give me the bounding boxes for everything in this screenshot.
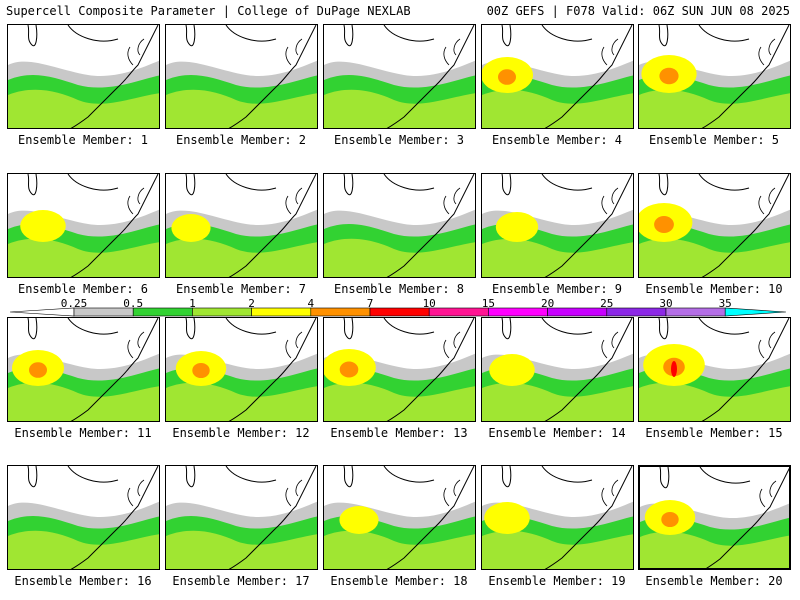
scp-field-plot — [166, 174, 317, 277]
ensemble-member-label: Ensemble Member: 10 — [645, 282, 783, 296]
colorbar-segment — [488, 307, 548, 317]
colorbar-segment — [369, 307, 430, 317]
ensemble-member-map[interactable] — [323, 465, 476, 570]
colorbar-segment — [310, 307, 371, 317]
ensemble-member-label: Ensemble Member: 6 — [17, 282, 149, 296]
ensemble-member-label: Ensemble Member: 2 — [175, 133, 307, 147]
ensemble-member-map[interactable] — [165, 465, 318, 570]
ensemble-member-map[interactable] — [165, 24, 318, 129]
scp-field-plot — [8, 318, 159, 421]
ensemble-member-label: Ensemble Member: 3 — [333, 133, 465, 147]
ensemble-member-map[interactable] — [323, 173, 476, 278]
scp-field-plot — [166, 466, 317, 569]
colorbar-tick-label: 2 — [248, 297, 255, 310]
ensemble-member-label: Ensemble Member: 13 — [330, 426, 468, 440]
ensemble-member-map[interactable] — [165, 317, 318, 422]
scp-field-plot — [482, 466, 633, 569]
colorbar-tick-label: 35 — [718, 297, 732, 310]
ensemble-member-label: Ensemble Member: 15 — [645, 426, 783, 440]
ensemble-member-map[interactable] — [481, 317, 634, 422]
ensemble-member-label: Ensemble Member: 9 — [491, 282, 623, 296]
ensemble-member-map[interactable] — [481, 465, 634, 570]
ensemble-member-map[interactable] — [7, 465, 160, 570]
ensemble-member-label: Ensemble Member: 5 — [648, 133, 780, 147]
colorbar-tick-label: 1 — [189, 297, 196, 310]
colorbar-tick-label: 10 — [422, 297, 436, 310]
colorbar-tick-label: 4 — [307, 297, 315, 310]
scp-field-plot — [482, 318, 633, 421]
model-run-info: 00Z GEFS | F078 Valid: 06Z SUN JUN 08 20… — [486, 4, 790, 18]
ensemble-member-label: Ensemble Member: 14 — [488, 426, 626, 440]
colorbar-tick-label: 0.25 — [60, 297, 88, 310]
scp-field-plot — [639, 174, 790, 277]
colorbar-tick-label: 7 — [366, 297, 374, 310]
scp-field-plot — [324, 25, 475, 128]
ensemble-member-label: Ensemble Member: 18 — [330, 574, 468, 588]
ensemble-member-map[interactable] — [323, 24, 476, 129]
ensemble-member-label: Ensemble Member: 12 — [172, 426, 310, 440]
scp-field-plot — [639, 25, 790, 128]
color-scale-bar — [9, 307, 787, 317]
scp-field-plot — [639, 318, 790, 421]
ensemble-member-map[interactable] — [638, 465, 791, 570]
scp-field-plot — [482, 25, 633, 128]
ensemble-member-map[interactable] — [323, 317, 476, 422]
ensemble-member-map[interactable] — [481, 173, 634, 278]
scp-field-plot — [8, 25, 159, 128]
colorbar-segment — [606, 307, 667, 317]
colorbar-segment — [251, 307, 312, 317]
colorbar-segment — [547, 307, 608, 317]
colorbar-tick-label: 15 — [481, 297, 496, 310]
colorbar-segment — [192, 307, 252, 317]
ensemble-member-map[interactable] — [638, 317, 791, 422]
ensemble-member-label: Ensemble Member: 20 — [645, 574, 783, 588]
colorbar-tick-label: 25 — [600, 297, 614, 310]
scp-field-plot — [482, 174, 633, 277]
scp-field-plot — [640, 467, 789, 568]
ensemble-member-map[interactable] — [7, 173, 160, 278]
ensemble-member-label: Ensemble Member: 7 — [175, 282, 307, 296]
ensemble-member-map[interactable] — [638, 24, 791, 129]
ensemble-member-label: Ensemble Member: 8 — [333, 282, 465, 296]
scp-field-plot — [8, 174, 159, 277]
ensemble-member-map[interactable] — [7, 317, 160, 422]
colorbar-tick-label: 30 — [659, 297, 673, 310]
ensemble-member-label: Ensemble Member: 16 — [14, 574, 152, 588]
scp-field-plot — [8, 466, 159, 569]
ensemble-member-map[interactable] — [165, 173, 318, 278]
ensemble-member-label: Ensemble Member: 1 — [17, 133, 149, 147]
ensemble-member-label: Ensemble Member: 11 — [14, 426, 152, 440]
ensemble-member-label: Ensemble Member: 17 — [172, 574, 310, 588]
scp-field-plot — [324, 174, 475, 277]
scp-field-plot — [324, 318, 475, 421]
scp-field-plot — [166, 318, 317, 421]
colorbar-tick-label: 20 — [540, 297, 555, 310]
ensemble-member-map[interactable] — [481, 24, 634, 129]
colorbar-tick-label: 0.5 — [123, 297, 144, 310]
page-title: Supercell Composite Parameter | College … — [6, 4, 411, 18]
colorbar-segment — [665, 307, 726, 317]
ensemble-member-map[interactable] — [638, 173, 791, 278]
colorbar-segment — [724, 307, 787, 317]
scp-field-plot — [324, 466, 475, 569]
ensemble-member-label: Ensemble Member: 4 — [491, 133, 623, 147]
colorbar-segment — [428, 307, 489, 317]
ensemble-member-map[interactable] — [7, 24, 160, 129]
ensemble-member-label: Ensemble Member: 19 — [488, 574, 626, 588]
scp-field-plot — [166, 25, 317, 128]
